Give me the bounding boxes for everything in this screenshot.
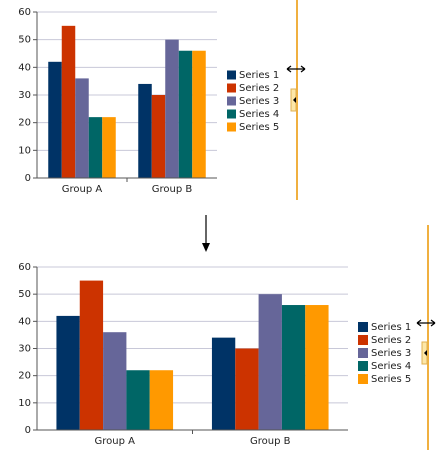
down-arrow-head: [202, 243, 210, 252]
y-tick-label: 60: [18, 7, 31, 18]
resize-cursor: [416, 319, 436, 327]
legend-swatch: [227, 83, 236, 93]
bar: [235, 348, 259, 430]
bar: [88, 117, 103, 178]
x-tick-label: Group A: [62, 184, 103, 195]
legend-swatch: [227, 122, 236, 132]
bar: [48, 61, 62, 178]
legend-swatch: [358, 322, 368, 332]
bar: [211, 337, 236, 430]
bar: [192, 50, 206, 178]
bar: [165, 39, 179, 178]
resize-decor: [202, 0, 436, 450]
resize-cursor: [286, 65, 306, 73]
y-tick-label: 50: [18, 35, 31, 46]
legend-swatch: [358, 335, 368, 345]
bar: [258, 294, 282, 430]
bar: [151, 95, 166, 178]
y-tick-label: 10: [18, 145, 31, 156]
y-tick-label: 30: [18, 90, 31, 101]
y-tick-label: 20: [18, 118, 31, 129]
bar: [138, 83, 152, 178]
bar: [178, 50, 193, 178]
legend-label: Series 2: [239, 83, 279, 94]
y-tick-label: 50: [18, 289, 31, 300]
bar: [103, 332, 127, 430]
bar: [305, 305, 329, 430]
legend-swatch: [358, 374, 368, 384]
legend-swatch: [358, 348, 368, 358]
legend-label: Series 4: [371, 361, 411, 372]
legend-swatch: [358, 361, 368, 371]
y-tick-label: 30: [18, 344, 31, 355]
y-tick-label: 20: [18, 371, 31, 382]
legend-label: Series 1: [371, 322, 411, 333]
bar: [75, 78, 89, 178]
bar: [79, 280, 104, 430]
bar: [126, 370, 150, 430]
y-tick-label: 40: [18, 316, 31, 327]
legend-label: Series 5: [239, 122, 279, 133]
y-tick-label: 10: [18, 398, 31, 409]
y-tick-label: 0: [25, 425, 31, 436]
y-tick-label: 40: [18, 62, 31, 73]
legend-label: Series 3: [371, 348, 411, 359]
y-tick-label: 60: [18, 262, 31, 273]
handle-arrow: [424, 350, 427, 356]
legend-label: Series 1: [239, 70, 279, 81]
legend-label: Series 5: [371, 374, 411, 385]
legend-label: Series 3: [239, 96, 279, 107]
legend-swatch: [227, 70, 236, 80]
handle-arrow: [293, 97, 296, 103]
bar: [281, 305, 306, 430]
legend-swatch: [227, 109, 236, 119]
bar: [56, 315, 80, 430]
bar: [61, 25, 76, 179]
legend-swatch: [227, 96, 236, 106]
y-tick-label: 0: [25, 173, 31, 184]
x-tick-label: Group B: [152, 184, 193, 195]
x-tick-label: Group B: [250, 436, 291, 447]
x-tick-label: Group A: [95, 436, 136, 447]
legend-label: Series 2: [371, 335, 411, 346]
legend-label: Series 4: [239, 109, 279, 120]
bar: [149, 370, 174, 430]
bar: [102, 117, 116, 178]
